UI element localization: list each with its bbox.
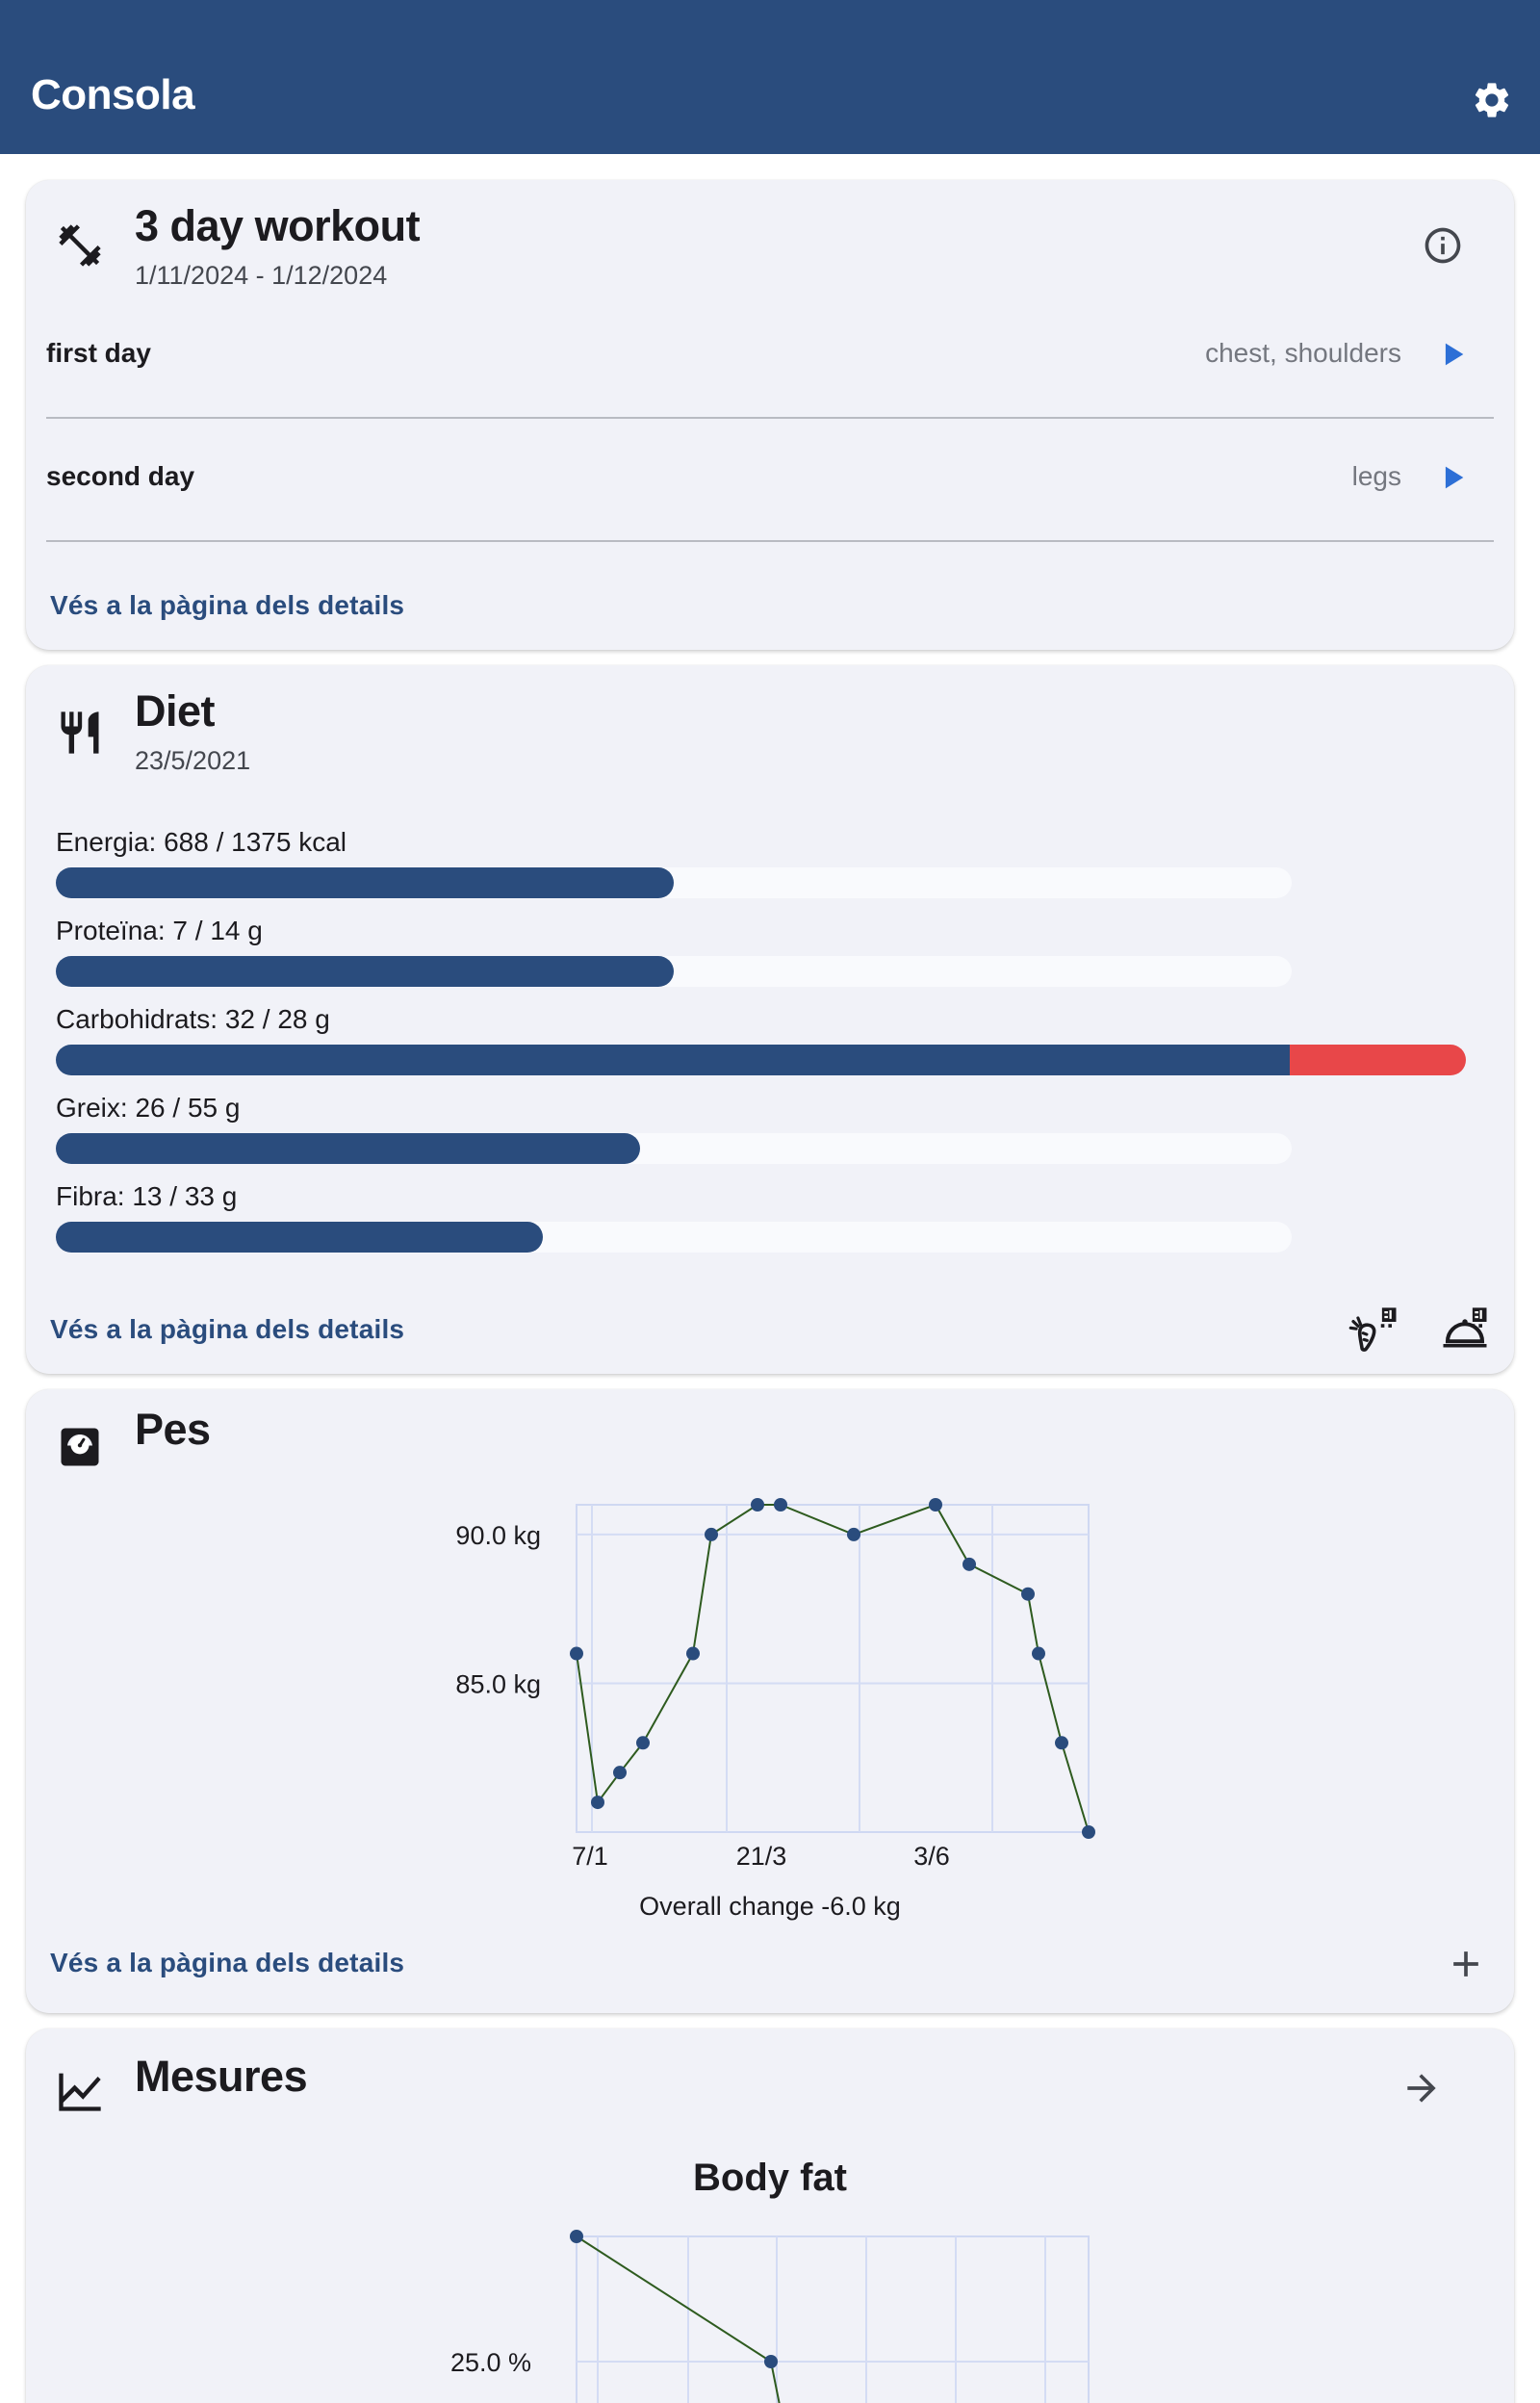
data-point — [570, 1646, 583, 1661]
diet-title: Diet — [135, 686, 216, 736]
weight-details-link[interactable]: Vés a la pàgina dels details — [50, 1948, 405, 1977]
day-muscles: legs — [1351, 461, 1401, 491]
workout-card: 3 day workout 1/11/2024 - 1/12/2024 firs… — [26, 180, 1514, 650]
workout-dates: 1/11/2024 - 1/12/2024 — [135, 261, 388, 290]
data-point — [774, 1498, 787, 1512]
data-point — [1032, 1646, 1045, 1661]
data-point — [929, 1498, 942, 1512]
data-point — [636, 1736, 650, 1750]
diet-card: Diet 23/5/2021 Energia: 688 / 1375 kcal P… — [26, 665, 1514, 1374]
play-icon[interactable] — [1436, 461, 1469, 494]
overall-change-label: Overall change -6.0 kg — [639, 1892, 901, 1921]
chart-frame — [576, 2235, 1090, 2403]
data-point — [847, 1527, 860, 1541]
body-fat-chart: Body fat 25.0 % — [450, 2157, 1090, 2403]
workout-day-row[interactable]: second day legs — [46, 419, 1494, 542]
nutrient-progress-bar — [56, 1133, 1292, 1164]
play-icon[interactable] — [1436, 338, 1469, 371]
weight-title: Pes — [135, 1405, 211, 1454]
nutrient-progress-fill — [56, 1133, 640, 1164]
data-point — [1082, 1825, 1095, 1839]
nutrient-progress-fill — [56, 1222, 543, 1253]
arrow-right-icon[interactable] — [1400, 2067, 1443, 2109]
x-tick-label: 3/6 — [913, 1842, 950, 1871]
weight-chart: 90.0 kg 85.0 kg 7/1 21/3 3/6 Overall change -… — [455, 1498, 1095, 1921]
chart-frame — [576, 1504, 1090, 1833]
nutrient-label: Fibra: 13 / 33 g — [56, 1181, 238, 1211]
gear-icon[interactable] — [1471, 79, 1513, 121]
workout-details-link[interactable]: Vés a la pàgina dels details — [50, 590, 405, 620]
nutrient-over-goal-fill — [1290, 1045, 1467, 1075]
plus-icon[interactable] — [1445, 1943, 1487, 1985]
info-icon[interactable] — [1422, 224, 1464, 267]
nutrient-progress-bar — [56, 1045, 1467, 1075]
fork-knife-icon — [61, 711, 99, 754]
add-ingredient-icon[interactable] — [1348, 1305, 1400, 1357]
data-point — [751, 1498, 764, 1512]
weight-card: Pes 90.0 kg 85.0 kg 7/1 21/3 3/6 Overall chan… — [26, 1389, 1514, 2013]
body-fat-chart-title: Body fat — [693, 2157, 847, 2199]
nutrient-progress-bar — [56, 867, 1292, 898]
x-tick-label: 21/3 — [736, 1842, 787, 1871]
data-point — [1055, 1736, 1068, 1750]
diet-date: 23/5/2021 — [135, 746, 251, 775]
data-point — [686, 1646, 700, 1661]
nutrient-progress-bar — [56, 1222, 1292, 1253]
nutrient-label: Proteïna: 7 / 14 g — [56, 916, 263, 945]
measurements-title: Mesures — [135, 2052, 308, 2101]
workout-day-row[interactable]: first day chest, shoulders — [46, 296, 1494, 419]
series-line — [576, 1503, 1090, 1833]
nutrient-progress-fill — [56, 1045, 1292, 1075]
data-point — [613, 1766, 627, 1780]
nutrient-label: Greix: 26 / 55 g — [56, 1093, 241, 1123]
day-name: first day — [46, 338, 151, 368]
measurements-card: Mesures Body fat 25.0 % — [26, 2028, 1514, 2403]
data-point — [591, 1796, 604, 1810]
dumbbell-icon — [59, 224, 101, 267]
nutrient-label: Energia: 688 / 1375 kcal — [56, 827, 346, 857]
day-muscles: chest, shoulders — [1205, 338, 1401, 368]
app-bar: Consola — [0, 0, 1540, 154]
y-tick-label: 90.0 kg — [455, 1521, 541, 1550]
add-meal-icon[interactable] — [1439, 1305, 1491, 1357]
nutrient-progress-fill — [56, 956, 674, 987]
app-title: Consola — [31, 71, 195, 118]
data-point — [764, 2355, 778, 2368]
data-point — [570, 2230, 583, 2243]
data-point — [962, 1557, 976, 1571]
diet-details-link[interactable]: Vés a la pàgina dels details — [50, 1314, 405, 1344]
y-tick-label: 25.0 % — [450, 2348, 531, 2377]
series-line — [576, 2235, 781, 2403]
scale-icon — [61, 1428, 99, 1466]
nutrient-progress-fill — [56, 867, 675, 898]
data-point — [705, 1527, 718, 1541]
x-tick-label: 7/1 — [572, 1842, 608, 1871]
nutrient-progress-bar — [56, 956, 1292, 987]
y-tick-label: 85.0 kg — [455, 1669, 541, 1698]
day-name: second day — [46, 461, 195, 491]
data-point — [1021, 1587, 1035, 1601]
line-chart-icon — [59, 2073, 101, 2111]
workout-title: 3 day workout — [135, 201, 421, 250]
nutrient-label: Carbohidrats: 32 / 28 g — [56, 1004, 330, 1034]
